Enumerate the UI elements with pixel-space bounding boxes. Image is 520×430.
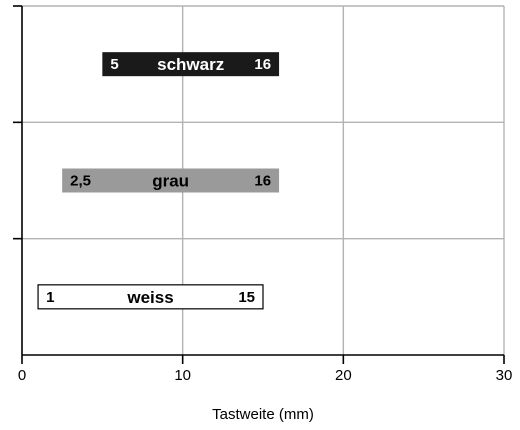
bar-name-label: grau [152, 172, 189, 191]
grid-lines [22, 5, 505, 355]
x-tick-label: 30 [496, 367, 513, 384]
bar-grau [62, 168, 280, 193]
x-axis-title: Tastweite (mm) [212, 406, 314, 423]
bar-end-label: 16 [254, 56, 271, 73]
bar-start-label: 2,5 [70, 173, 91, 190]
range-bar-schwarz: 5 schwarz 16 [102, 52, 280, 77]
x-tick-label: 10 [174, 367, 191, 384]
x-tick-label: 0 [18, 367, 26, 384]
bar-name-label: schwarz [157, 55, 224, 74]
bar-schwarz [102, 52, 280, 77]
range-bars: 5 schwarz 16 2,5 grau 16 1 weiss 15 [37, 52, 280, 310]
bar-end-label: 15 [238, 289, 255, 306]
bar-start-label: 5 [110, 56, 118, 73]
range-bar-grau: 2,5 grau 16 [62, 168, 280, 193]
bar-end-label: 16 [254, 173, 271, 190]
x-ticks: 0 10 20 30 [18, 355, 513, 384]
range-bar-weiss: 1 weiss 15 [37, 284, 264, 310]
bar-weiss [37, 284, 264, 310]
axes [13, 5, 504, 356]
bar-name-label: weiss [126, 288, 173, 307]
x-tick-label: 20 [335, 367, 352, 384]
bar-start-label: 1 [46, 289, 54, 306]
